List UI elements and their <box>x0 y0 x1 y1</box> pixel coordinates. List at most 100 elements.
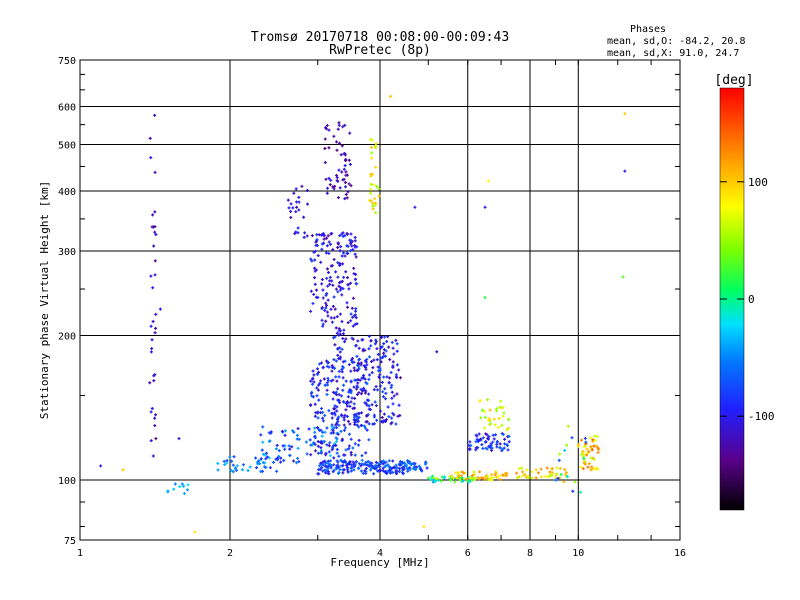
scatter-point <box>277 454 281 458</box>
scatter-point <box>490 473 494 477</box>
scatter-point <box>390 396 394 400</box>
scatter-point <box>344 185 348 189</box>
scatter-point <box>312 373 316 377</box>
scatter-point <box>389 370 393 374</box>
phases-x-stats: mean, sd,X: 91.0, 24.7 <box>607 48 739 59</box>
scatter-point <box>216 468 220 472</box>
scatter-point <box>591 438 595 442</box>
scatter-point <box>351 407 355 411</box>
scatter-point <box>193 530 197 534</box>
scatter-point <box>353 322 357 326</box>
scatter-point <box>355 387 359 391</box>
scatter-point <box>355 417 359 421</box>
scatter-point <box>374 385 378 389</box>
scatter-point <box>360 389 364 393</box>
scatter-point <box>337 470 341 474</box>
scatter-point <box>295 461 299 465</box>
scatter-point <box>350 357 354 361</box>
scatter-point <box>539 467 543 471</box>
scatter-point <box>173 482 177 486</box>
scatter-point <box>382 348 386 352</box>
scatter-point <box>343 413 347 417</box>
chart-subtitle: RwPretec (8p) <box>329 43 431 58</box>
scatter-point <box>333 343 337 347</box>
scatter-point <box>336 242 340 246</box>
scatter-point <box>325 303 329 307</box>
scatter-point <box>335 451 339 455</box>
scatter-point <box>331 185 335 189</box>
scatter-point <box>272 460 276 464</box>
grid-lines <box>80 60 680 540</box>
scatter-point <box>344 192 348 196</box>
scatter-point <box>583 436 587 440</box>
scatter-point <box>394 338 398 342</box>
scatter-point <box>335 331 339 335</box>
y-tick-label: 600 <box>58 103 76 114</box>
scatter-point <box>374 466 378 470</box>
scatter-point <box>309 257 313 261</box>
scatter-point <box>353 378 357 382</box>
scatter-point <box>392 394 396 398</box>
scatter-point <box>349 239 353 243</box>
scatter-point <box>326 310 330 314</box>
scatter-point <box>341 337 345 341</box>
scatter-point <box>481 446 485 450</box>
scatter-point <box>485 433 489 437</box>
scatter-point <box>242 463 246 467</box>
scatter-point <box>330 264 334 268</box>
scatter-point <box>501 405 505 409</box>
scatter-point <box>346 466 350 470</box>
scatter-point <box>296 446 300 450</box>
scatter-point <box>498 446 502 450</box>
scatter-point <box>327 450 331 454</box>
scatter-point <box>332 411 336 415</box>
scatter-point <box>261 440 265 444</box>
scatter-point <box>334 443 338 447</box>
scatter-point <box>367 347 371 351</box>
scatter-point <box>323 413 327 417</box>
scatter-point <box>462 477 466 481</box>
scatter-point <box>177 437 181 441</box>
scatter-point <box>324 306 328 310</box>
scatter-point <box>345 463 349 467</box>
scatter-point <box>456 471 460 475</box>
scatter-point <box>453 480 457 484</box>
scatter-point <box>320 242 324 246</box>
scatter-point <box>342 423 346 427</box>
scatter-point <box>324 319 328 323</box>
scatter-point <box>352 272 356 276</box>
scatter-point <box>411 467 415 471</box>
scatter-point <box>228 455 232 459</box>
scatter-point <box>337 121 341 125</box>
scatter-point <box>369 187 373 191</box>
scatter-point <box>153 210 157 214</box>
scatter-point <box>391 360 395 364</box>
scatter-point <box>347 401 351 405</box>
scatter-point <box>331 248 335 252</box>
scatter-point <box>323 383 327 387</box>
scatter-point <box>381 469 385 473</box>
scatter-point <box>386 463 390 467</box>
scatter-point <box>310 234 314 238</box>
scatter-point <box>590 448 594 452</box>
y-tick-label: 200 <box>58 332 76 343</box>
scatter-point <box>295 205 299 209</box>
scatter-point <box>485 474 489 478</box>
scatter-point <box>474 446 478 450</box>
scatter-point <box>440 475 444 479</box>
scatter-point <box>398 414 402 418</box>
scatter-point <box>353 243 357 247</box>
data-points <box>99 94 627 534</box>
scatter-point <box>378 465 382 469</box>
scatter-point <box>365 357 369 361</box>
scatter-point <box>530 476 534 480</box>
scatter-point <box>346 276 350 280</box>
scatter-point <box>356 339 360 343</box>
scatter-point <box>315 238 319 242</box>
scatter-point <box>455 476 459 480</box>
scatter-point <box>347 444 351 448</box>
scatter-point <box>341 251 345 255</box>
scatter-point <box>476 476 480 480</box>
scatter-point <box>347 363 351 367</box>
scatter-point <box>492 437 496 441</box>
